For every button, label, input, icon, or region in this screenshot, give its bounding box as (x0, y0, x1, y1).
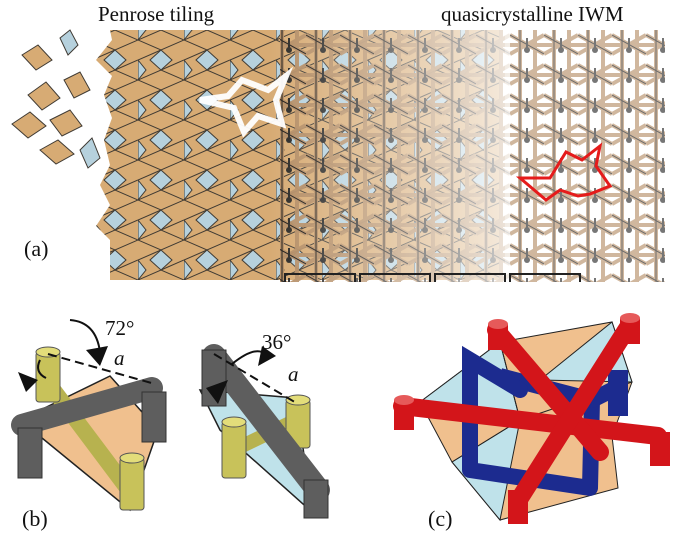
loose-rhombs (11, 29, 101, 169)
penrose-tiling (96, 30, 290, 280)
red-star-outline (515, 142, 613, 202)
panel-label-c: (c) (428, 506, 453, 531)
penrose-tiling-title: Penrose tiling (98, 2, 215, 26)
unit-thick (11, 319, 167, 512)
panel-label-a: (a) (24, 236, 49, 261)
unit-thin (198, 344, 330, 519)
angle-72-label: 72° (105, 316, 135, 340)
edge-length-a-right: a (288, 362, 299, 386)
white-star-outline (199, 66, 294, 138)
node-structure (393, 313, 670, 524)
panel-label-b: (b) (22, 506, 48, 531)
angle-36-label: 36° (262, 330, 292, 354)
iwm-fade (270, 30, 510, 282)
iwm-bottom-brackets (284, 273, 581, 282)
iwm-title: quasicrystalline IWM (441, 2, 624, 26)
edge-length-a-left: a (114, 346, 125, 370)
